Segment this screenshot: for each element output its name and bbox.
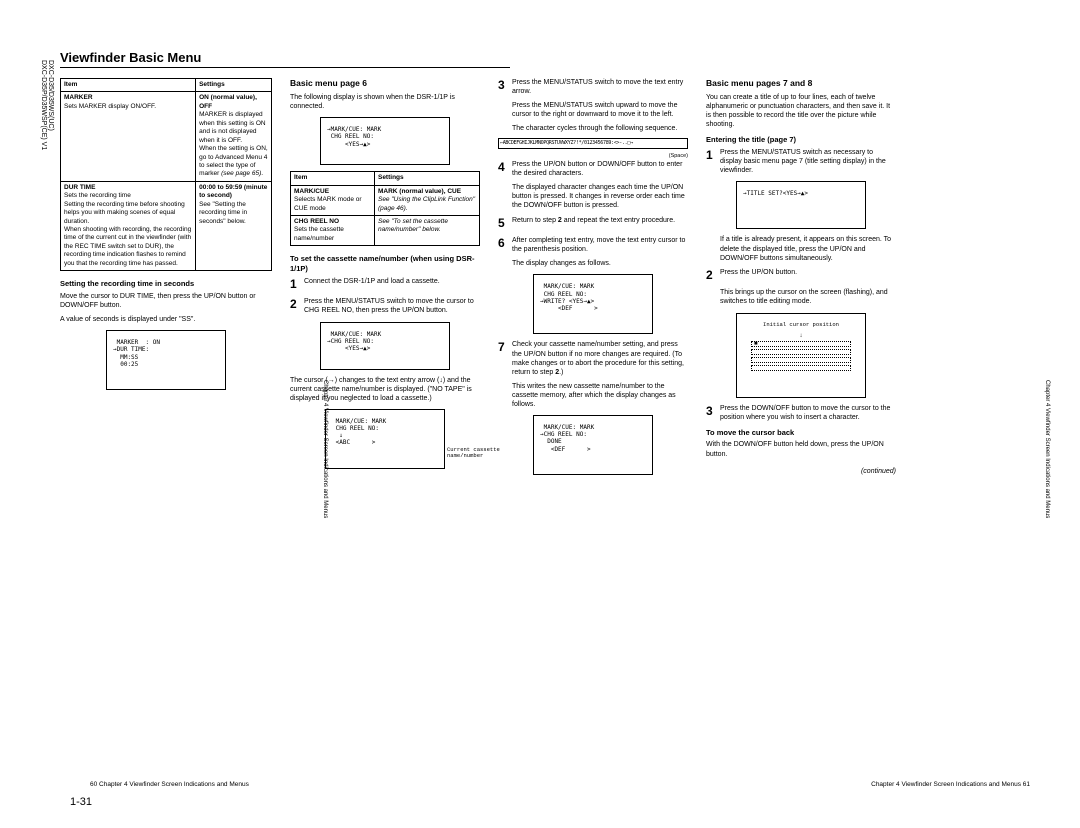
display-write: MARK/CUE: MARK CHG REEL NO: →WRITE? <YES… — [533, 274, 653, 334]
settings-table-1: ItemSettings MARKERSets MARKER display O… — [60, 78, 272, 271]
tomove-title: To move the cursor back — [706, 428, 896, 438]
display-titleset: →TITLE SET?<YES→▲> — [736, 181, 866, 229]
tomove-text: With the DOWN/OFF button held down, pres… — [706, 440, 896, 458]
continued-label: (continued) — [706, 467, 896, 476]
settings-table-2: ItemSettings MARK/CUESelects MARK mode o… — [290, 171, 480, 246]
basic6-text: The following display is shown when the … — [290, 93, 480, 111]
display-cursor: Initial cursor position ↓ ■ — [736, 313, 866, 398]
display-marker: MARKER : ON →DUR TIME: MM:SS 00:25 — [106, 330, 226, 390]
cursor-text: The cursor (→) changes to the text entry… — [290, 376, 480, 403]
basic78-title: Basic menu pages 7 and 8 — [706, 78, 896, 89]
setting-text-1: Move the cursor to DUR TIME, then press … — [60, 292, 272, 310]
display-abc: MARK/CUE: MARK CHG REEL NO: ↓ <ABC > Cur… — [325, 409, 445, 469]
display-markcue-1: →MARK/CUE: MARK CHG REEL NO: <YES→▲> — [320, 117, 450, 165]
page-title: Viewfinder Basic Menu — [60, 50, 510, 68]
chapter-label-right: Chapter 4 Viewfinder Screen Indications … — [1044, 380, 1050, 518]
entering-title: Entering the title (page 7) — [706, 135, 896, 145]
column-2: Basic menu page 6 The following display … — [290, 78, 480, 481]
page-content: Viewfinder Basic Menu ItemSettings MARKE… — [60, 50, 1040, 778]
column-3: 3Press the MENU/STATUS switch to move th… — [498, 78, 688, 481]
basic6-title: Basic menu page 6 — [290, 78, 480, 89]
column-4: Basic menu pages 7 and 8 You can create … — [706, 78, 896, 481]
display-done: MARK/CUE: MARK →CHG REEL NO: DONE <DEF > — [533, 415, 653, 475]
model-label-vertical: DXC-D35/D35WS(UC) DXC-D35P/D35WSP(CE) V1 — [40, 60, 54, 150]
page-number: 1-31 — [70, 796, 92, 808]
setting-time-title: Setting the recording time in seconds — [60, 279, 272, 289]
footer-left: 60 Chapter 4 Viewfinder Screen Indicatio… — [90, 781, 249, 788]
basic78-text: You can create a title of up to four lin… — [706, 93, 896, 129]
display-chgreel: MARK/CUE: MARK →CHG REEL NO: <YES→▲> — [320, 322, 450, 370]
toset-title: To set the cassette name/number (when us… — [290, 254, 480, 274]
footer-right: Chapter 4 Viewfinder Screen Indications … — [871, 781, 1030, 788]
setting-text-2: A value of seconds is displayed under "S… — [60, 315, 272, 324]
char-sequence: ←ABCDEFGHIJKLMNOPQRSTUVWXYZ?!*/012345678… — [498, 138, 688, 149]
column-1: ItemSettings MARKERSets MARKER display O… — [60, 78, 272, 481]
